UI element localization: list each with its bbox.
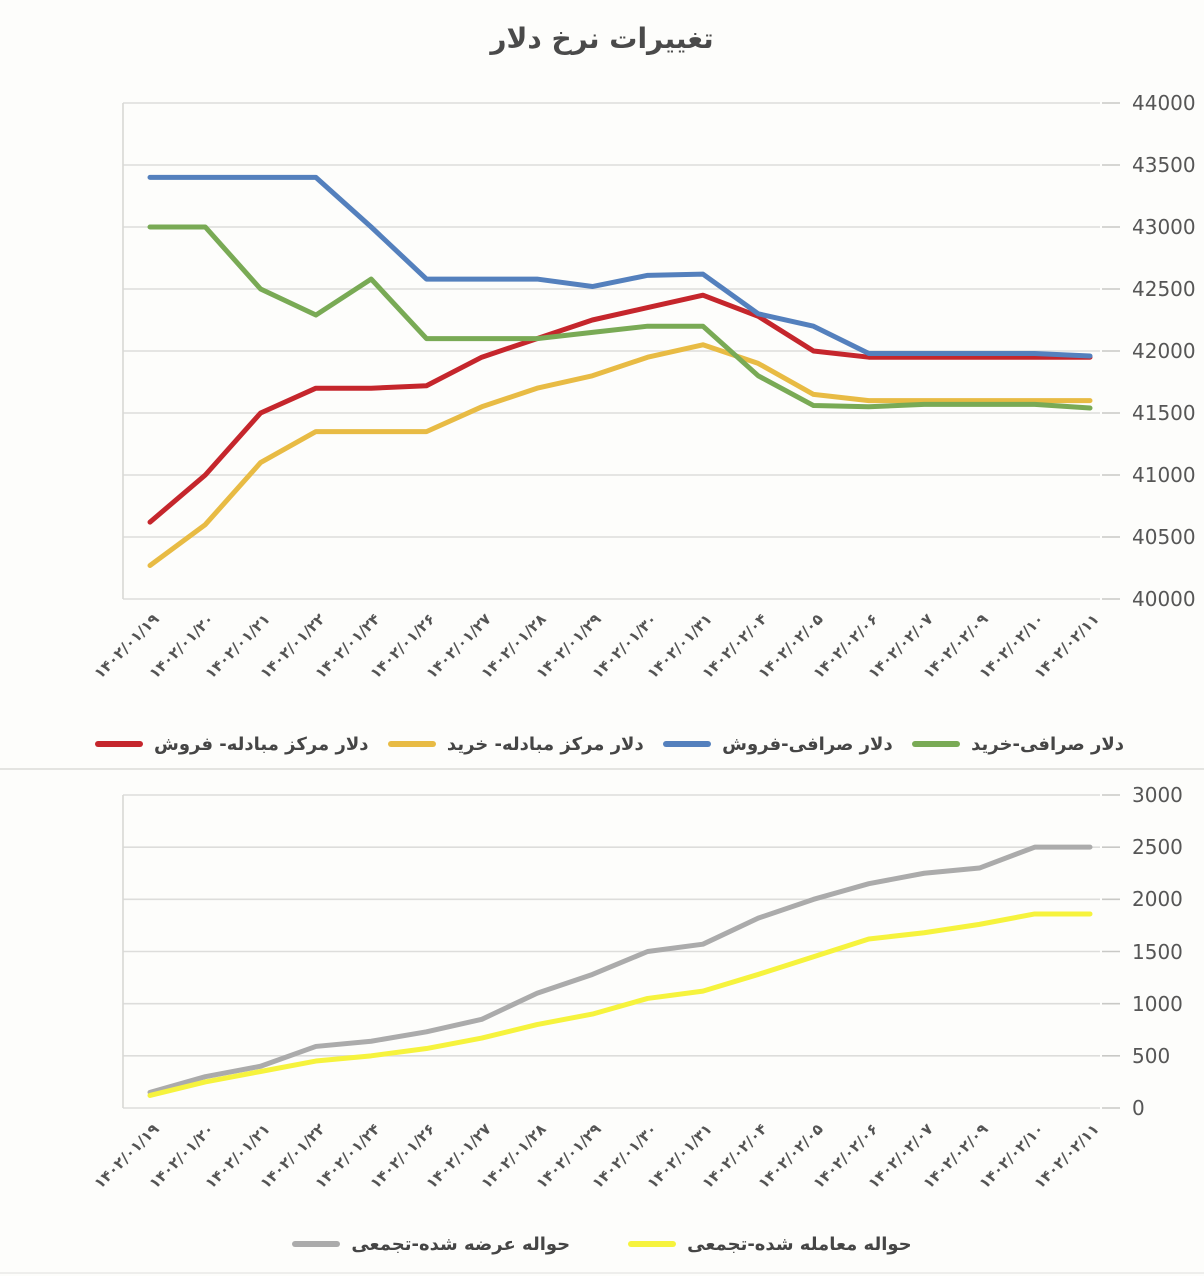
legend-label: حواله معامله شده-تجمعی <box>687 1233 912 1255</box>
legend-item: دلار صرافی-فروش <box>663 734 893 755</box>
series-line <box>147 174 1093 359</box>
legend-swatch <box>912 741 961 747</box>
series-line <box>147 224 1093 411</box>
remittance-plot <box>122 794 1120 1109</box>
legend-item: دلار صرافی-خرید <box>912 734 1124 755</box>
legend-swatch <box>387 741 436 747</box>
legend-swatch <box>95 741 143 747</box>
dollar-rate-plot <box>122 102 1120 600</box>
legend-swatch <box>628 1241 677 1247</box>
legend-label: دلار مرکز مبادله- خرید <box>446 733 644 755</box>
legend-swatch <box>663 741 712 747</box>
series-line <box>147 844 1093 1095</box>
dollar-rate-chart-panel: تغییرات نرخ دلار 44000 43500 43000 42500 420… <box>0 22 1204 770</box>
remittance-legend: حواله عرضه شده-تجمعی حواله معامله شده-تجم… <box>0 1222 1204 1266</box>
legend-item: حواله عرضه شده-تجمعی <box>292 1234 570 1255</box>
remittance-chart-panel: 3000 2500 2000 1500 1000 500 0 ۱۴۰۲/۰۱/۱۹ ۱۴۰۲/… <box>0 770 1204 1274</box>
legend-label: حواله عرضه شده-تجمعی <box>351 1233 571 1255</box>
legend-swatch <box>292 1241 341 1247</box>
legend-item: دلار مرکز مبادله- خرید <box>387 733 644 755</box>
series-line <box>147 292 1093 525</box>
legend-item: حواله معامله شده-تجمعی <box>628 1233 912 1255</box>
legend-item: دلار مرکز مبادله- فروش <box>95 734 368 755</box>
legend-label: دلار مرکز مبادله- فروش <box>154 733 369 755</box>
legend-label: دلار صرافی-فروش <box>722 733 893 755</box>
legend-label: دلار صرافی-خرید <box>971 733 1124 755</box>
series-line <box>147 911 1093 1098</box>
series-line <box>147 342 1093 569</box>
chart-title: تغییرات نرخ دلار <box>490 22 714 55</box>
dollar-rate-legend: دلار مرکز مبادله- فروش دلار مرکز مبادله- … <box>95 722 1124 766</box>
